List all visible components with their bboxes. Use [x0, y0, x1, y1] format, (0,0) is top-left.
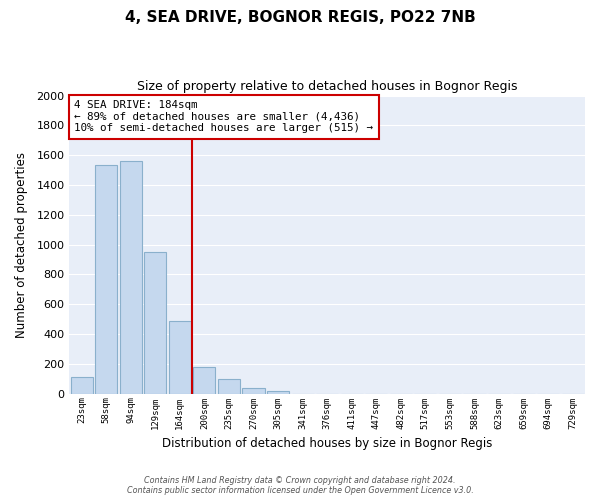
Bar	[218, 380, 240, 394]
Bar	[95, 165, 117, 394]
Title: Size of property relative to detached houses in Bognor Regis: Size of property relative to detached ho…	[137, 80, 517, 93]
Bar	[169, 322, 191, 394]
Text: 4, SEA DRIVE, BOGNOR REGIS, PO22 7NB: 4, SEA DRIVE, BOGNOR REGIS, PO22 7NB	[125, 10, 475, 25]
Bar	[144, 252, 166, 394]
Bar	[119, 161, 142, 394]
X-axis label: Distribution of detached houses by size in Bognor Regis: Distribution of detached houses by size …	[162, 437, 493, 450]
Bar	[71, 377, 92, 394]
Y-axis label: Number of detached properties: Number of detached properties	[15, 152, 28, 338]
Text: 4 SEA DRIVE: 184sqm
← 89% of detached houses are smaller (4,436)
10% of semi-det: 4 SEA DRIVE: 184sqm ← 89% of detached ho…	[74, 100, 373, 133]
Bar	[193, 367, 215, 394]
Bar	[242, 388, 265, 394]
Bar	[267, 390, 289, 394]
Text: Contains HM Land Registry data © Crown copyright and database right 2024.
Contai: Contains HM Land Registry data © Crown c…	[127, 476, 473, 495]
